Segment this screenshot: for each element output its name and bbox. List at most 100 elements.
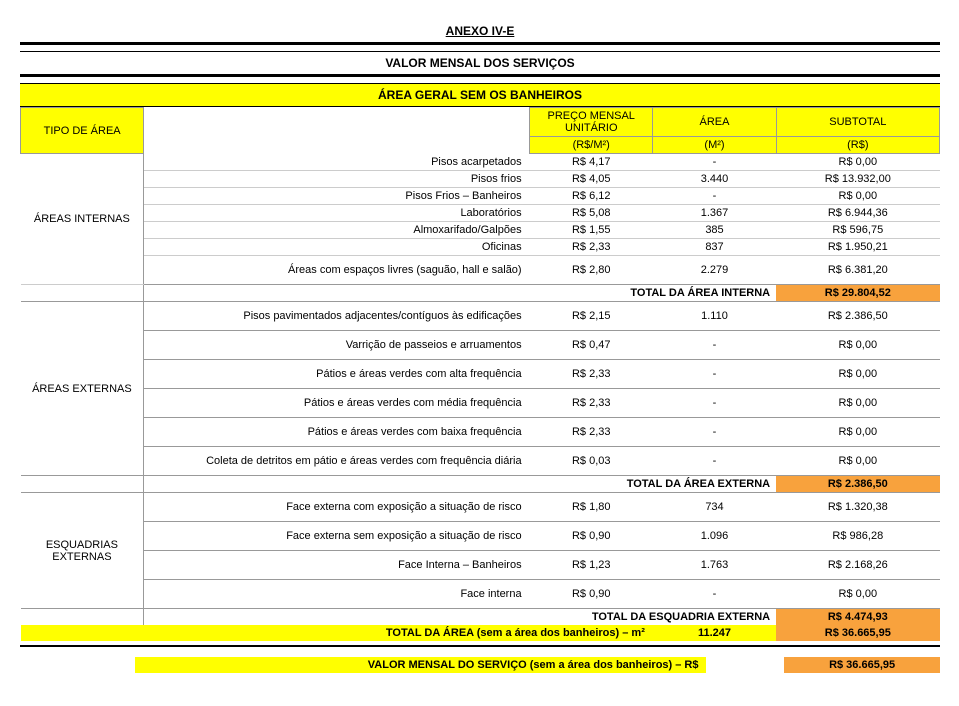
- row-desc: Pisos pavimentados adjacentes/contíguos …: [144, 302, 530, 331]
- row-price: R$ 1,80: [530, 493, 653, 522]
- row-price: R$ 2,80: [530, 256, 653, 285]
- row-area: 1.110: [653, 302, 776, 331]
- row-area: 1.763: [653, 551, 776, 580]
- total-interna-label: TOTAL DA ÁREA INTERNA: [144, 285, 776, 302]
- table-row: Áreas com espaços livres (saguão, hall e…: [21, 256, 940, 285]
- row-sub: R$ 2.168,26: [776, 551, 939, 580]
- header-preco-unit: (R$/M²): [530, 137, 653, 154]
- section-header: ÁREA GERAL SEM OS BANHEIROS: [20, 83, 940, 107]
- row-price: R$ 4,17: [530, 154, 653, 171]
- header-preco: PREÇO MENSAL UNITÁRIO: [530, 108, 653, 137]
- row-desc: Coleta de detritos em pátio e áreas verd…: [144, 447, 530, 476]
- row-sub: R$ 0,00: [776, 580, 939, 609]
- table-row: ÁREAS INTERNAS Pisos acarpetados R$ 4,17…: [21, 154, 940, 171]
- title-main: ANEXO IV-E: [20, 20, 940, 43]
- separator: [20, 75, 940, 77]
- header-area: ÁREA: [653, 108, 776, 137]
- header-area-unit: (M²): [653, 137, 776, 154]
- total-externa-value: R$ 2.386,50: [776, 476, 939, 493]
- table-row: Pátios e áreas verdes com alta frequênci…: [21, 360, 940, 389]
- row-desc: Face Interna – Banheiros: [144, 551, 530, 580]
- row-price: R$ 0,47: [530, 331, 653, 360]
- header-tipo: TIPO DE ÁREA: [21, 108, 144, 154]
- row-price: R$ 2,33: [530, 389, 653, 418]
- row-sub: R$ 0,00: [776, 188, 939, 205]
- row-area: -: [653, 580, 776, 609]
- row-sub: R$ 986,28: [776, 522, 939, 551]
- total-area-row: TOTAL DA ÁREA (sem a área dos banheiros)…: [21, 625, 940, 641]
- group-externas: ÁREAS EXTERNAS: [21, 302, 144, 476]
- group-esquadrias: ESQUADRIAS EXTERNAS: [21, 493, 144, 609]
- row-price: R$ 4,05: [530, 171, 653, 188]
- row-price: R$ 6,12: [530, 188, 653, 205]
- total-interna-value: R$ 29.804,52: [776, 285, 939, 302]
- valor-mensal-table: VALOR MENSAL DO SERVIÇO (sem a área dos …: [20, 657, 940, 673]
- row-area: 734: [653, 493, 776, 522]
- row-sub: R$ 0,00: [776, 447, 939, 476]
- table-row: Pisos Frios – Banheiros R$ 6,12 - R$ 0,0…: [21, 188, 940, 205]
- table-row: Pisos frios R$ 4,05 3.440 R$ 13.932,00: [21, 171, 940, 188]
- table-row: Face externa sem exposição a situação de…: [21, 522, 940, 551]
- valor-mensal-row: VALOR MENSAL DO SERVIÇO (sem a área dos …: [20, 657, 940, 673]
- table-row: Almoxarifado/Galpões R$ 1,55 385 R$ 596,…: [21, 222, 940, 239]
- row-area: 1.096: [653, 522, 776, 551]
- total-area-label: TOTAL DA ÁREA (sem a área dos banheiros)…: [21, 625, 653, 641]
- total-esquadria-row: TOTAL DA ESQUADRIA EXTERNA R$ 4.474,93: [21, 609, 940, 626]
- document-page: ANEXO IV-E VALOR MENSAL DOS SERVIÇOS ÁRE…: [20, 20, 940, 673]
- row-desc: Áreas com espaços livres (saguão, hall e…: [144, 256, 530, 285]
- row-price: R$ 5,08: [530, 205, 653, 222]
- row-price: R$ 2,15: [530, 302, 653, 331]
- row-price: R$ 2,33: [530, 360, 653, 389]
- row-sub: R$ 2.386,50: [776, 302, 939, 331]
- table-row: Oficinas R$ 2,33 837 R$ 1.950,21: [21, 239, 940, 256]
- table-row: Face Interna – Banheiros R$ 1,23 1.763 R…: [21, 551, 940, 580]
- pricing-table: TIPO DE ÁREA PREÇO MENSAL UNITÁRIO ÁREA …: [20, 107, 940, 641]
- row-sub: R$ 6.944,36: [776, 205, 939, 222]
- row-sub: R$ 0,00: [776, 154, 939, 171]
- row-area: 837: [653, 239, 776, 256]
- row-desc: Pátios e áreas verdes com alta frequênci…: [144, 360, 530, 389]
- row-desc: Face externa sem exposição a situação de…: [144, 522, 530, 551]
- row-area: 1.367: [653, 205, 776, 222]
- total-esquadria-label: TOTAL DA ESQUADRIA EXTERNA: [144, 609, 776, 626]
- row-sub: R$ 6.381,20: [776, 256, 939, 285]
- header-sub-unit: (R$): [776, 137, 939, 154]
- row-sub: R$ 0,00: [776, 418, 939, 447]
- valor-mensal-value: R$ 36.665,95: [784, 657, 940, 673]
- row-area: -: [653, 331, 776, 360]
- table-row: Coleta de detritos em pátio e áreas verd…: [21, 447, 940, 476]
- row-desc: Face externa com exposição a situação de…: [144, 493, 530, 522]
- row-area: 385: [653, 222, 776, 239]
- table-row: ESQUADRIAS EXTERNAS Face externa com exp…: [21, 493, 940, 522]
- row-price: R$ 2,33: [530, 239, 653, 256]
- separator: [20, 645, 940, 647]
- row-sub: R$ 596,75: [776, 222, 939, 239]
- table-row: Pátios e áreas verdes com baixa frequênc…: [21, 418, 940, 447]
- table-row: Laboratórios R$ 5,08 1.367 R$ 6.944,36: [21, 205, 940, 222]
- total-area-m2: 11.247: [653, 625, 776, 641]
- row-sub: R$ 0,00: [776, 331, 939, 360]
- row-desc: Laboratórios: [144, 205, 530, 222]
- header-subtotal: SUBTOTAL: [776, 108, 939, 137]
- row-sub: R$ 1.320,38: [776, 493, 939, 522]
- total-esquadria-value: R$ 4.474,93: [776, 609, 939, 626]
- row-price: R$ 2,33: [530, 418, 653, 447]
- row-sub: R$ 0,00: [776, 360, 939, 389]
- table-row: Varrição de passeios e arruamentos R$ 0,…: [21, 331, 940, 360]
- row-area: -: [653, 418, 776, 447]
- valor-mensal-label: VALOR MENSAL DO SERVIÇO (sem a área dos …: [135, 657, 706, 673]
- row-area: -: [653, 389, 776, 418]
- row-desc: Oficinas: [144, 239, 530, 256]
- row-area: -: [653, 360, 776, 389]
- row-area: 3.440: [653, 171, 776, 188]
- row-price: R$ 0,90: [530, 522, 653, 551]
- total-externa-row: TOTAL DA ÁREA EXTERNA R$ 2.386,50: [21, 476, 940, 493]
- row-desc: Pátios e áreas verdes com média frequênc…: [144, 389, 530, 418]
- group-internas: ÁREAS INTERNAS: [21, 154, 144, 285]
- separator: [20, 43, 940, 45]
- table-row: Face interna R$ 0,90 - R$ 0,00: [21, 580, 940, 609]
- row-desc: Face interna: [144, 580, 530, 609]
- row-area: 2.279: [653, 256, 776, 285]
- row-price: R$ 0,03: [530, 447, 653, 476]
- row-area: -: [653, 447, 776, 476]
